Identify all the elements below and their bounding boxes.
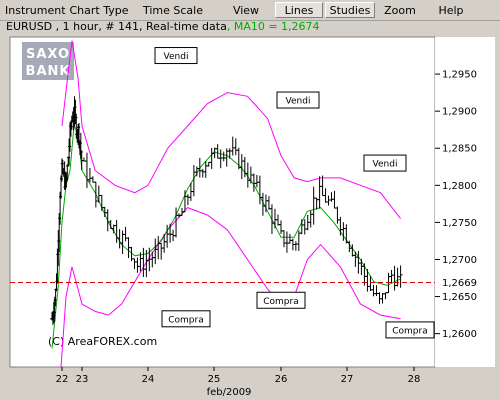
annotation-buy-box xyxy=(385,321,435,339)
x-tick-label: 26 xyxy=(275,374,288,385)
x-tick-label: 23 xyxy=(76,374,89,385)
menu-bar: Instrument Chart Type Time Scale View Li… xyxy=(0,0,500,21)
y-tick-label: 1,2850 xyxy=(442,144,477,155)
y-tick-label: 1,2650 xyxy=(442,292,477,303)
annotation-sell-box xyxy=(363,154,407,172)
plot-area xyxy=(9,36,436,368)
current-price-label: 1,2669 xyxy=(442,278,477,289)
annotation-buy-box xyxy=(161,310,211,328)
axis-panel xyxy=(435,37,495,367)
instrument-info-bar: EURUSD , 1 hour, # 141, Real-time data, … xyxy=(0,20,500,34)
annotation-sell-label: Vendi xyxy=(373,160,398,170)
x-tick-label: 22 xyxy=(56,374,69,385)
annotation-buy-box xyxy=(256,291,306,309)
y-tick-label: 1,2900 xyxy=(442,107,477,118)
annotation-sell-box xyxy=(154,47,198,65)
menu-lines[interactable]: Lines xyxy=(275,2,323,18)
x-tick-label: 28 xyxy=(408,374,421,385)
annotation-sell-label: Vendi xyxy=(164,52,189,62)
x-tick-label: 27 xyxy=(341,374,354,385)
x-axis-label: feb/2009 xyxy=(207,387,252,398)
logo-line2: BANK xyxy=(26,64,71,79)
y-tick-label: 1,2800 xyxy=(442,181,477,192)
annotation-buy-label: Compra xyxy=(392,326,428,336)
y-tick-label: 1,2700 xyxy=(442,255,477,266)
menu-zoom[interactable]: Zoom xyxy=(384,4,416,17)
y-tick-label: 1,2750 xyxy=(442,218,477,229)
menu-time-scale[interactable]: Time Scale xyxy=(142,4,203,17)
bollinger-upper-line xyxy=(61,40,401,220)
menu-view[interactable]: View xyxy=(232,4,260,17)
ma10-value: , MA10 = 1,2674 xyxy=(226,20,320,33)
menu-chart-type[interactable]: Chart Type xyxy=(69,4,129,17)
annotation-buy-label: Compra xyxy=(168,315,204,325)
annotation-sell-label: Vendi xyxy=(286,97,311,107)
current-price-tag-bg xyxy=(436,276,482,289)
x-tick-label: 25 xyxy=(208,374,221,385)
annotation-buy-label: Compra xyxy=(263,297,299,307)
y-tick-label: 1,2600 xyxy=(442,329,477,340)
menu-instrument[interactable]: Instrument xyxy=(5,4,66,17)
menu-help[interactable]: Help xyxy=(438,4,464,17)
annotation-sell-box xyxy=(276,91,320,109)
x-tick-label: 24 xyxy=(142,374,155,385)
logo-line1: SAXO xyxy=(26,47,70,62)
bollinger-lower-line xyxy=(60,207,401,368)
y-tick-label: 1,2950 xyxy=(442,70,477,81)
menu-studies[interactable]: Studies xyxy=(325,2,375,18)
watermark: (C) AreaFOREX.com xyxy=(48,335,157,348)
instrument-info-text: EURUSD , 1 hour, # 141, Real-time data xyxy=(6,20,227,33)
instrument-info: EURUSD , 1 hour, # 141, Real-time data, … xyxy=(6,20,320,34)
saxo-bank-logo xyxy=(22,42,74,80)
